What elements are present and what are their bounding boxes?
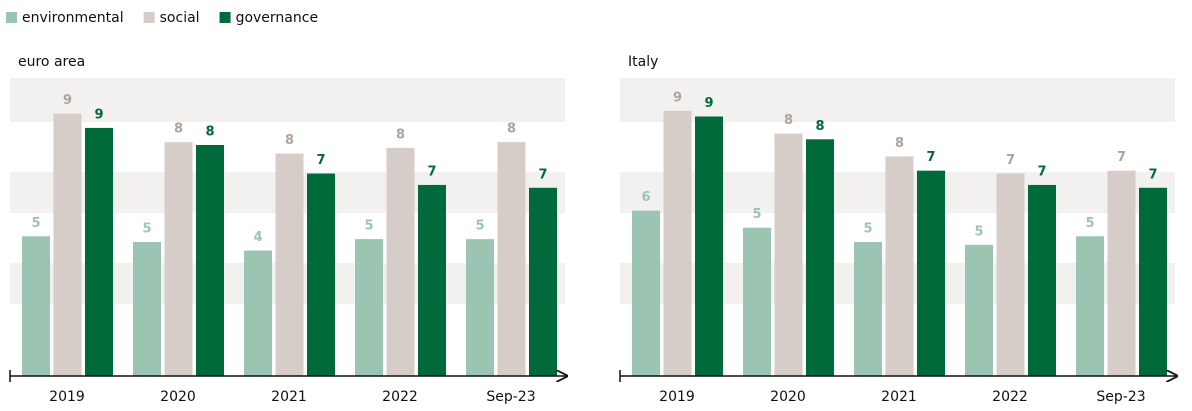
value-label: 8 <box>174 122 183 137</box>
value-label: 5 <box>364 219 373 234</box>
bar <box>53 113 82 376</box>
bar <box>917 170 945 376</box>
value-label: 9 <box>673 90 682 105</box>
value-label: 8 <box>895 136 904 151</box>
value-label: 5 <box>974 224 983 239</box>
bar <box>386 147 415 376</box>
bar <box>275 153 304 376</box>
bar <box>1076 236 1104 376</box>
value-label: 8 <box>784 113 793 128</box>
bar <box>307 173 335 376</box>
bar <box>996 173 1025 376</box>
value-label: 7 <box>1037 164 1046 179</box>
bar <box>466 239 494 376</box>
legend-swatch <box>6 12 17 23</box>
bar <box>663 110 692 377</box>
bar <box>885 156 914 376</box>
x-tick-label: 2022 <box>992 389 1028 405</box>
bar <box>418 184 446 376</box>
legend-swatch <box>219 12 231 23</box>
bar <box>497 142 526 376</box>
x-tick-label: Sep-23 <box>1096 389 1145 405</box>
panel-title: euro area <box>18 54 85 70</box>
value-label: 7 <box>926 150 935 165</box>
bar <box>355 239 383 376</box>
bar <box>965 244 993 376</box>
value-label: 8 <box>396 127 405 142</box>
value-label: 5 <box>863 221 872 236</box>
legend-label: social <box>160 10 200 26</box>
x-tick-label: 2020 <box>770 389 806 405</box>
value-label: 7 <box>316 153 325 168</box>
legend-swatch <box>143 12 155 23</box>
value-label: 7 <box>1117 150 1126 165</box>
x-tick-label: 2021 <box>881 389 917 405</box>
x-tick-label: 2021 <box>271 389 307 405</box>
bar <box>244 250 272 376</box>
value-label: 9 <box>704 96 713 111</box>
x-tick-label: 2019 <box>49 389 85 405</box>
value-label: 4 <box>253 230 262 245</box>
x-tick-label: Sep-23 <box>486 389 535 405</box>
bar <box>85 127 113 377</box>
value-label: 8 <box>285 133 294 148</box>
bar <box>1028 184 1056 376</box>
x-tick-label: 2022 <box>382 389 418 405</box>
value-label: 5 <box>752 207 761 222</box>
value-label: 8 <box>205 125 214 140</box>
value-label: 5 <box>31 216 40 231</box>
legend-label: environmental <box>22 10 124 26</box>
bar <box>774 133 803 376</box>
bar <box>854 241 882 376</box>
bar <box>632 210 660 376</box>
bar <box>22 236 50 376</box>
value-label: 7 <box>1006 153 1015 168</box>
bar <box>133 241 161 376</box>
background-band <box>620 78 1175 122</box>
value-label: 6 <box>641 190 650 205</box>
legend-label: governance <box>236 10 319 26</box>
bar <box>1107 170 1136 376</box>
x-tick-label: 2019 <box>659 389 695 405</box>
bar <box>196 145 224 376</box>
value-label: 7 <box>427 164 436 179</box>
value-label: 5 <box>1085 216 1094 231</box>
value-label: 9 <box>63 93 72 108</box>
bar <box>695 116 723 376</box>
bar <box>1139 187 1167 376</box>
x-tick-label: 2020 <box>160 389 196 405</box>
value-label: 8 <box>507 122 516 137</box>
bar <box>743 227 771 376</box>
value-label: 8 <box>815 119 824 134</box>
bar <box>806 139 834 376</box>
value-label: 7 <box>538 167 547 182</box>
value-label: 7 <box>1148 167 1157 182</box>
value-label: 5 <box>475 219 484 234</box>
value-label: 5 <box>142 221 151 236</box>
bar <box>529 187 557 376</box>
bar <box>164 142 193 376</box>
background-band <box>10 78 565 122</box>
panel-title: Italy <box>628 54 658 70</box>
value-label: 9 <box>94 107 103 122</box>
